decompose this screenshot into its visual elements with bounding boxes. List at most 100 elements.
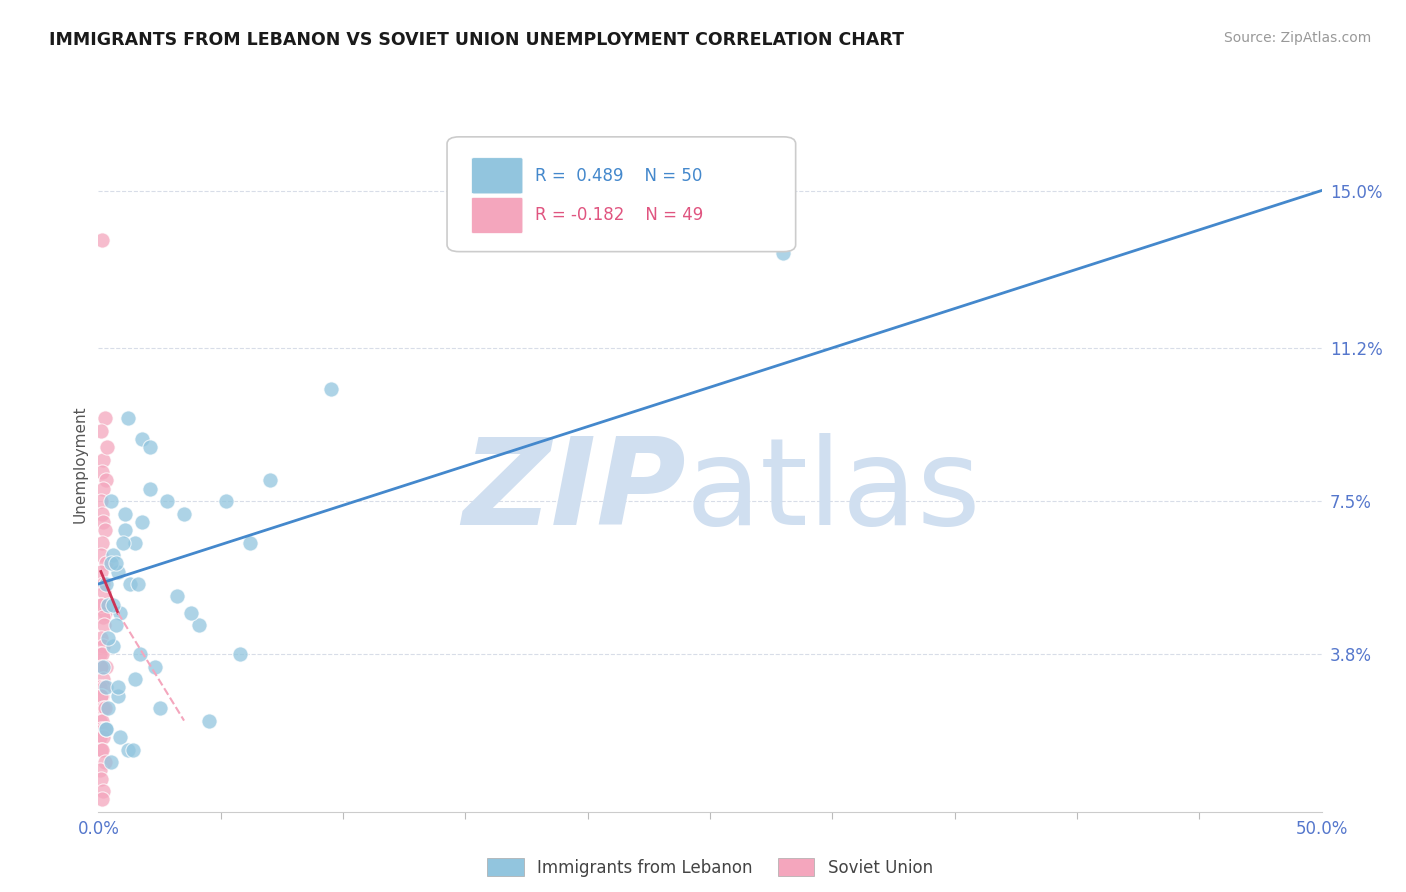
- Point: [91, 482, 114, 496]
- Point: [104, 556, 127, 570]
- Point: [139, 482, 162, 496]
- Point: [143, 660, 166, 674]
- Point: [90, 689, 112, 703]
- Point: [91, 784, 114, 798]
- Point: [91, 714, 114, 728]
- Point: [117, 742, 139, 756]
- Point: [107, 689, 129, 703]
- Point: [129, 648, 152, 662]
- Point: [197, 714, 219, 728]
- Point: [229, 648, 252, 662]
- Point: [94, 474, 117, 488]
- Point: [180, 606, 202, 620]
- Point: [89, 648, 111, 662]
- Point: [121, 742, 143, 756]
- Point: [90, 660, 112, 674]
- Point: [91, 689, 114, 703]
- Text: Source: ZipAtlas.com: Source: ZipAtlas.com: [1223, 31, 1371, 45]
- Point: [91, 672, 114, 686]
- Point: [91, 701, 114, 715]
- Point: [93, 523, 115, 537]
- Point: [131, 515, 153, 529]
- Point: [90, 598, 112, 612]
- Point: [259, 474, 281, 488]
- Point: [97, 631, 120, 645]
- Point: [124, 535, 146, 549]
- Point: [91, 792, 114, 806]
- Point: [90, 565, 112, 579]
- Point: [94, 681, 117, 695]
- Point: [111, 535, 134, 549]
- Point: [100, 556, 122, 570]
- Point: [91, 648, 114, 662]
- Point: [93, 722, 115, 736]
- Point: [319, 382, 342, 396]
- Point: [94, 755, 117, 769]
- Point: [101, 598, 124, 612]
- Point: [187, 618, 209, 632]
- Point: [94, 722, 117, 736]
- Point: [131, 432, 153, 446]
- Point: [117, 411, 139, 425]
- Point: [97, 701, 120, 715]
- Point: [94, 577, 117, 591]
- Point: [114, 523, 136, 537]
- Point: [127, 577, 149, 591]
- Point: [104, 618, 127, 632]
- Point: [93, 618, 115, 632]
- Point: [90, 548, 112, 562]
- Point: [149, 701, 172, 715]
- Point: [114, 507, 136, 521]
- Point: [91, 639, 114, 653]
- Point: [89, 714, 111, 728]
- FancyBboxPatch shape: [447, 136, 796, 252]
- Point: [120, 577, 142, 591]
- FancyBboxPatch shape: [471, 197, 523, 234]
- Point: [91, 515, 114, 529]
- Point: [214, 494, 236, 508]
- Point: [93, 585, 115, 599]
- Point: [91, 507, 114, 521]
- Point: [91, 535, 114, 549]
- Point: [110, 730, 132, 744]
- Point: [90, 598, 112, 612]
- Point: [94, 606, 117, 620]
- Point: [139, 440, 162, 454]
- Text: atlas: atlas: [686, 434, 981, 550]
- Point: [90, 631, 112, 645]
- Point: [91, 730, 114, 744]
- Point: [94, 722, 117, 736]
- Point: [100, 494, 122, 508]
- Point: [93, 411, 115, 425]
- Point: [110, 606, 132, 620]
- Point: [91, 452, 114, 467]
- Point: [239, 535, 262, 549]
- Text: R =  0.489    N = 50: R = 0.489 N = 50: [536, 167, 703, 185]
- Point: [91, 742, 114, 756]
- Point: [94, 660, 117, 674]
- Point: [96, 440, 118, 454]
- Text: ZIP: ZIP: [461, 434, 686, 550]
- Point: [100, 755, 122, 769]
- Text: R = -0.182    N = 49: R = -0.182 N = 49: [536, 206, 703, 225]
- Y-axis label: Unemployment: Unemployment: [72, 405, 87, 523]
- Point: [93, 681, 115, 695]
- Text: IMMIGRANTS FROM LEBANON VS SOVIET UNION UNEMPLOYMENT CORRELATION CHART: IMMIGRANTS FROM LEBANON VS SOVIET UNION …: [49, 31, 904, 49]
- Point: [90, 494, 112, 508]
- Point: [101, 548, 124, 562]
- Point: [90, 722, 112, 736]
- Point: [91, 660, 114, 674]
- Point: [91, 233, 114, 247]
- Point: [173, 507, 195, 521]
- FancyBboxPatch shape: [471, 158, 523, 194]
- Point: [124, 672, 146, 686]
- Point: [90, 772, 112, 786]
- Point: [91, 577, 114, 591]
- Point: [91, 465, 114, 479]
- Point: [90, 424, 112, 438]
- Point: [91, 610, 114, 624]
- Point: [90, 742, 112, 756]
- Point: [94, 556, 117, 570]
- Point: [97, 598, 120, 612]
- Point: [94, 701, 117, 715]
